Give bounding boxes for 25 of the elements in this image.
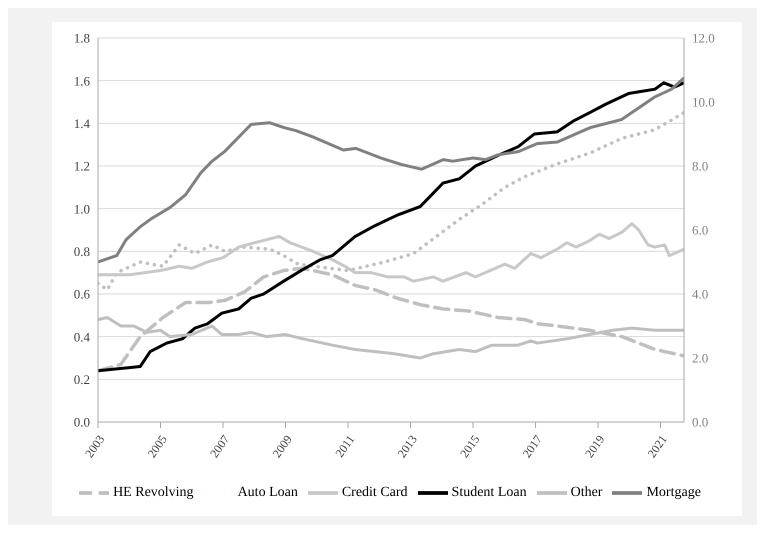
y2-tick-label: 4.0: [692, 286, 708, 302]
legend-label: Credit Card: [342, 485, 408, 500]
y-tick-label: 1.2: [74, 158, 90, 174]
y-tick-label: 0.2: [74, 372, 90, 387]
y2-tick-label: 12.0: [692, 30, 715, 46]
y-tick-label: 0.4: [74, 329, 90, 344]
y-tick-label: 0.8: [74, 244, 90, 259]
legend-label: Auto Loan: [238, 485, 298, 500]
y-tick-label: 0.6: [74, 286, 90, 302]
legend-label: Mortgage: [646, 485, 701, 500]
y2-tick-label: 8.0: [692, 158, 708, 174]
y-tick-label: 1.6: [74, 73, 90, 88]
y-tick-label: 1.8: [74, 30, 90, 46]
y-tick-label: 1.0: [74, 201, 90, 216]
y2-tick-label: 0.0: [692, 414, 708, 430]
line-series: [98, 81, 684, 372]
y2-tick-label: 6.0: [692, 222, 708, 238]
y-tick-label: 1.4: [74, 116, 90, 131]
legend-label: HE Revolving: [113, 485, 194, 500]
legend-label: Student Loan: [452, 485, 527, 500]
y2-tick-label: 2.0: [692, 350, 708, 366]
y-tick-label: 0.0: [74, 414, 90, 430]
y2-tick-label: 10.0: [692, 94, 715, 110]
line-series: [98, 76, 684, 264]
legend-label: Other: [570, 485, 602, 500]
